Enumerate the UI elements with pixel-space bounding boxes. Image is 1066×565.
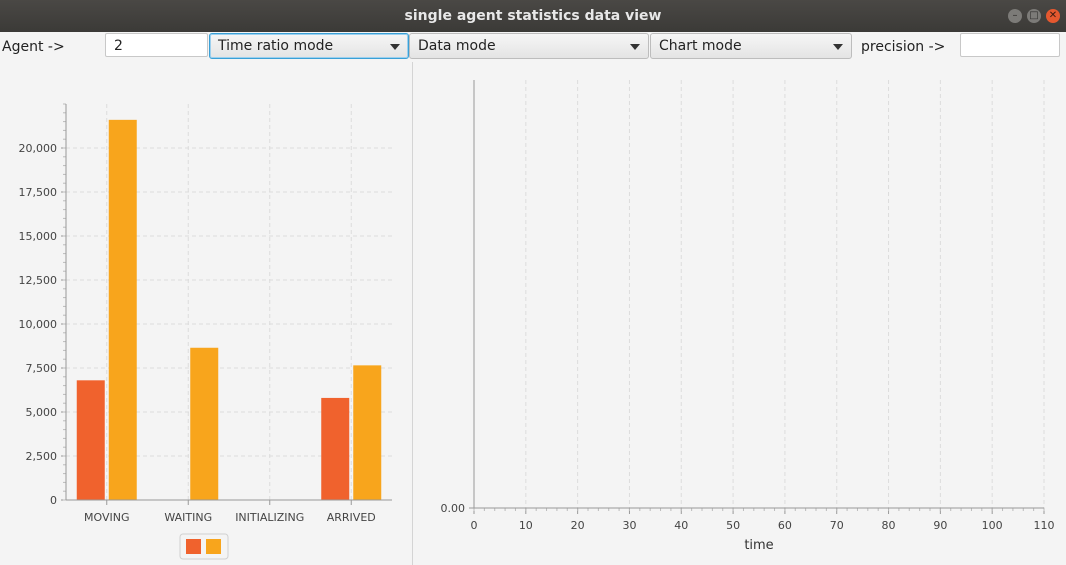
close-icon: ✕ (1048, 10, 1058, 21)
y-tick-label: 12,500 (19, 274, 58, 287)
bar (108, 119, 137, 500)
toolbar: Agent -> 2 Time ratio mode Data mode Cha… (0, 32, 1066, 62)
legend-swatch (186, 539, 201, 554)
precision-input[interactable] (960, 33, 1060, 57)
agent-input[interactable]: 2 (105, 33, 208, 57)
bar (321, 397, 350, 500)
x-tick-label: 90 (933, 519, 947, 532)
x-tick-label: ARRIVED (327, 511, 376, 524)
x-tick-label: 60 (778, 519, 792, 532)
maximize-button[interactable]: □ (1027, 9, 1041, 23)
y-tick-label: 2,500 (26, 450, 58, 463)
panel-divider (412, 62, 413, 565)
maximize-icon: □ (1029, 10, 1039, 21)
close-button[interactable]: ✕ (1046, 9, 1060, 23)
chevron-down-icon (390, 44, 400, 50)
x-tick-label: 0 (471, 519, 478, 532)
x-tick-label: 40 (674, 519, 688, 532)
y-tick-label: 20,000 (19, 142, 58, 155)
x-tick-label: INITIALIZING (235, 511, 304, 524)
chevron-down-icon (833, 44, 843, 50)
bar (190, 347, 219, 500)
x-tick-label: MOVING (84, 511, 129, 524)
bar-chart: 0 2,500 5,000 7,500 10,000 12,500 15,000 17,500… (19, 103, 392, 560)
y-tick-label: 10,000 (19, 318, 58, 331)
time-mode-select[interactable]: Time ratio mode (209, 33, 409, 59)
window-title: single agent statistics data view (404, 8, 662, 24)
minimize-icon: – (1012, 10, 1018, 21)
data-mode-select[interactable]: Data mode (409, 33, 649, 59)
legend-swatch (206, 539, 221, 554)
chart-mode-select-label: Chart mode (659, 38, 742, 54)
y-tick-label: 0.00 (441, 502, 466, 515)
x-tick-label: 10 (519, 519, 533, 532)
bar (76, 380, 105, 500)
y-tick-label: 17,500 (19, 186, 58, 199)
window-titlebar: single agent statistics data view – □ ✕ (0, 0, 1066, 32)
data-mode-select-label: Data mode (418, 38, 496, 54)
y-tick-label: 7,500 (26, 362, 58, 375)
x-tick-label: 50 (726, 519, 740, 532)
x-tick-label: 80 (882, 519, 896, 532)
x-tick-label: 20 (571, 519, 585, 532)
x-tick-label: 30 (622, 519, 636, 532)
minimize-button[interactable]: – (1008, 9, 1022, 23)
x-tick-label: 100 (982, 519, 1003, 532)
x-tick-label: WAITING (164, 511, 212, 524)
x-axis-title: time (744, 538, 773, 553)
y-tick-label: 5,000 (26, 406, 58, 419)
line-chart: 0 10 20 30 40 50 60 70 80 90 100 110 0.00 time (441, 80, 1055, 553)
chart-mode-select[interactable]: Chart mode (650, 33, 852, 59)
x-tick-label: 70 (830, 519, 844, 532)
chevron-down-icon (630, 44, 640, 50)
y-tick-label: 0 (50, 494, 57, 507)
time-mode-select-label: Time ratio mode (218, 38, 334, 54)
agent-label: Agent -> (2, 39, 65, 55)
bar (353, 365, 382, 500)
x-tick-label: 110 (1034, 519, 1055, 532)
precision-label: precision -> (861, 39, 946, 55)
y-tick-label: 15,000 (19, 230, 58, 243)
